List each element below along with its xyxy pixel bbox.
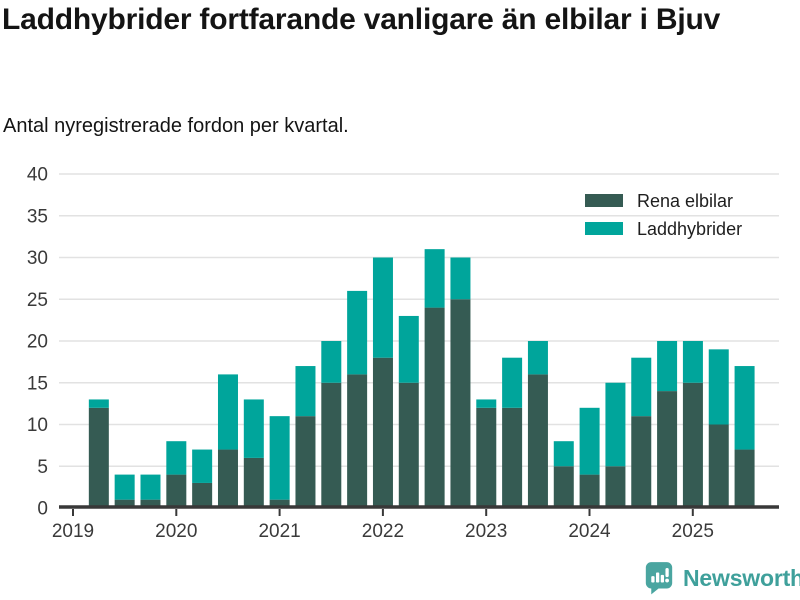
brand-name: Newsworthy bbox=[683, 564, 800, 591]
bar-2019-q3-rena-elbilar bbox=[114, 499, 135, 508]
x-tick-label-2021: 2021 bbox=[258, 521, 300, 542]
y-tick-label-35: 35 bbox=[27, 206, 48, 227]
logo-exclamation-bar bbox=[665, 568, 669, 578]
legend-label-rena-elbilar: Rena elbilar bbox=[637, 190, 734, 211]
bar-2019-q2-rena-elbilar bbox=[88, 407, 109, 508]
bar-2024-q1-laddhybrider bbox=[579, 407, 600, 475]
bar-2021-q4-laddhybrider bbox=[347, 290, 368, 375]
bar-2020-q1-rena-elbilar bbox=[166, 474, 187, 508]
bar-2022-q3-laddhybrider bbox=[424, 249, 445, 308]
x-tick-label-2024: 2024 bbox=[568, 521, 611, 542]
bar-2021-q3-rena-elbilar bbox=[321, 382, 342, 508]
y-tick-label-0: 0 bbox=[37, 499, 48, 520]
chart-title: Laddhybrider fortfarande vanligare än el… bbox=[2, 3, 721, 36]
logo-exclamation-dot bbox=[665, 578, 669, 583]
bar-2020-q2-rena-elbilar bbox=[192, 482, 213, 508]
bar-2023-q1-laddhybrider bbox=[476, 399, 497, 408]
bar-2020-q2-laddhybrider bbox=[192, 449, 213, 483]
bar-2019-q2-laddhybrider bbox=[88, 399, 109, 408]
bar-2022-q4-rena-elbilar bbox=[450, 299, 471, 508]
newsworthy-logo-icon bbox=[645, 562, 673, 595]
legend-swatch-laddhybrider bbox=[585, 222, 623, 235]
bar-2024-q1-rena-elbilar bbox=[579, 474, 600, 508]
bar-2025-q3-laddhybrider bbox=[734, 366, 755, 450]
y-tick-label-40: 40 bbox=[27, 165, 48, 186]
bar-2024-q2-laddhybrider bbox=[605, 382, 626, 467]
bar-2021-q1-laddhybrider bbox=[269, 416, 290, 500]
bar-2023-q3-rena-elbilar bbox=[527, 374, 548, 508]
legend-item-rena-elbilar: Rena elbilar bbox=[585, 190, 742, 211]
bar-2024-q4-rena-elbilar bbox=[657, 391, 678, 508]
bar-2025-q2-laddhybrider bbox=[708, 349, 729, 425]
bar-2020-q4-laddhybrider bbox=[243, 399, 264, 458]
bar-2023-q4-laddhybrider bbox=[553, 441, 574, 467]
bar-2020-q3-rena-elbilar bbox=[217, 449, 238, 508]
y-tick-label-30: 30 bbox=[27, 248, 48, 269]
y-tick-label-25: 25 bbox=[27, 290, 48, 311]
y-tick-label-15: 15 bbox=[27, 373, 48, 394]
bar-2025-q1-laddhybrider bbox=[682, 341, 703, 383]
bar-2023-q2-rena-elbilar bbox=[502, 407, 523, 508]
x-tick-label-2020: 2020 bbox=[155, 521, 197, 542]
bar-2020-q4-rena-elbilar bbox=[243, 457, 264, 508]
bar-2020-q3-laddhybrider bbox=[217, 374, 238, 450]
x-tick-label-2019: 2019 bbox=[52, 521, 94, 542]
bar-2024-q3-rena-elbilar bbox=[631, 416, 652, 508]
bar-2021-q4-rena-elbilar bbox=[347, 374, 368, 508]
bar-2023-q2-laddhybrider bbox=[502, 357, 523, 408]
bar-2025-q3-rena-elbilar bbox=[734, 449, 755, 508]
bar-2019-q4-laddhybrider bbox=[140, 474, 161, 500]
bar-2019-q3-laddhybrider bbox=[114, 474, 135, 500]
bar-2022-q2-rena-elbilar bbox=[398, 382, 419, 508]
bar-2021-q3-laddhybrider bbox=[321, 341, 342, 383]
logo-bar-1 bbox=[651, 576, 655, 583]
bar-2022-q1-rena-elbilar bbox=[372, 357, 393, 508]
bar-2020-q1-laddhybrider bbox=[166, 441, 187, 475]
logo-bar-2 bbox=[656, 572, 660, 583]
bar-2019-q4-rena-elbilar bbox=[140, 499, 161, 508]
brand-footer: Newsworthy bbox=[644, 561, 800, 595]
bar-2025-q1-rena-elbilar bbox=[682, 382, 703, 508]
x-tick-label-2025: 2025 bbox=[672, 521, 714, 542]
bar-2021-q1-rena-elbilar bbox=[269, 499, 290, 508]
y-tick-label-20: 20 bbox=[27, 332, 48, 353]
legend-item-laddhybrider: Laddhybrider bbox=[585, 218, 743, 239]
x-tick-label-2023: 2023 bbox=[465, 521, 507, 542]
bar-2024-q2-rena-elbilar bbox=[605, 466, 626, 508]
bar-2022-q2-laddhybrider bbox=[398, 315, 419, 383]
bar-2023-q1-rena-elbilar bbox=[476, 407, 497, 508]
legend-label-laddhybrider: Laddhybrider bbox=[637, 218, 743, 239]
bar-2021-q2-rena-elbilar bbox=[295, 416, 316, 508]
y-tick-label-5: 5 bbox=[37, 457, 48, 478]
bar-2021-q2-laddhybrider bbox=[295, 366, 316, 417]
chart-legend: Rena elbilar Laddhybrider bbox=[585, 190, 743, 239]
bar-2023-q3-laddhybrider bbox=[527, 341, 548, 375]
bar-2022-q1-laddhybrider bbox=[372, 257, 393, 358]
bar-2022-q3-rena-elbilar bbox=[424, 307, 445, 508]
bar-2023-q4-rena-elbilar bbox=[553, 466, 574, 508]
bar-2022-q4-laddhybrider bbox=[450, 257, 471, 300]
chart-subtitle: Antal nyregistrerade fordon per kvartal. bbox=[3, 115, 349, 137]
logo-bar-3 bbox=[660, 574, 664, 583]
y-tick-label-10: 10 bbox=[27, 415, 48, 436]
bar-2024-q3-laddhybrider bbox=[631, 357, 652, 417]
bar-2025-q2-rena-elbilar bbox=[708, 424, 729, 508]
x-tick-label-2022: 2022 bbox=[362, 521, 404, 542]
legend-swatch-rena-elbilar bbox=[585, 194, 623, 207]
bar-2024-q4-laddhybrider bbox=[657, 341, 678, 392]
